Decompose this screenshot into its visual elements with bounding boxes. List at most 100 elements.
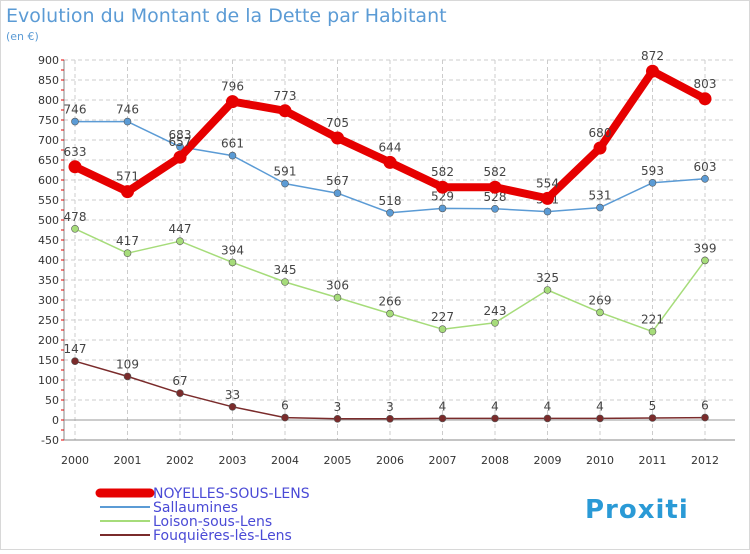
data-label: 478 xyxy=(64,210,87,224)
data-point xyxy=(438,414,447,423)
y-tick-label: 300 xyxy=(38,294,59,307)
data-label: 661 xyxy=(221,137,244,151)
x-tick-label: 2008 xyxy=(481,454,509,467)
data-point xyxy=(71,225,79,233)
data-label: 4 xyxy=(491,399,499,413)
y-tick-label: 350 xyxy=(38,274,59,287)
y-tick-label: 800 xyxy=(38,94,59,107)
data-label: 266 xyxy=(379,295,402,309)
data-label: 147 xyxy=(64,342,87,356)
data-label: 269 xyxy=(589,293,612,307)
data-point xyxy=(71,357,79,366)
data-label: 518 xyxy=(379,194,402,208)
data-point xyxy=(226,95,239,109)
axis-layer: -50 0 50 100 150 200 250 300 350 400 450 500 550 600 6… xyxy=(38,54,735,467)
data-point xyxy=(121,185,134,199)
data-label: 227 xyxy=(431,310,454,324)
data-point xyxy=(333,189,342,197)
data-point xyxy=(488,180,502,194)
data-label: 773 xyxy=(274,89,297,103)
data-point xyxy=(176,143,184,151)
data-point xyxy=(648,414,657,422)
x-tick-label: 2002 xyxy=(166,454,194,467)
data-label: 4 xyxy=(439,399,447,413)
data-point xyxy=(228,258,237,267)
data-point xyxy=(596,414,604,423)
data-label: 582 xyxy=(431,165,454,179)
data-label: 4 xyxy=(544,399,552,413)
data-point xyxy=(541,191,554,205)
legend-label: Loison-sous-Lens xyxy=(153,514,272,530)
x-tick-label: 2009 xyxy=(534,454,562,467)
data-point xyxy=(228,151,237,160)
data-point xyxy=(386,309,394,318)
legend: NOYELLES-SOUS-LENSSallauminesLoison-sous… xyxy=(95,486,310,544)
chart-title: Evolution du Montant de la Dette par Hab… xyxy=(6,5,447,27)
data-point xyxy=(68,160,82,174)
data-point xyxy=(386,209,394,217)
data-point xyxy=(491,318,499,327)
data-label: 6 xyxy=(281,399,289,413)
y-tick-label: 900 xyxy=(38,54,59,67)
data-point xyxy=(71,117,79,126)
data-label: 5 xyxy=(649,399,657,413)
data-point xyxy=(176,389,184,398)
y-tick-label: 0 xyxy=(52,414,59,427)
data-label: 67 xyxy=(172,374,187,388)
data-label: 582 xyxy=(484,165,507,179)
data-label: 705 xyxy=(326,116,349,130)
y-tick-label: 500 xyxy=(38,214,59,227)
data-point xyxy=(123,117,132,126)
data-point xyxy=(701,413,709,422)
y-tick-label: 250 xyxy=(38,314,59,327)
data-label: 746 xyxy=(64,103,87,117)
data-point xyxy=(491,205,499,213)
data-point xyxy=(228,402,237,411)
data-point xyxy=(331,131,344,145)
data-label: 4 xyxy=(596,399,604,413)
data-label: 803 xyxy=(694,77,717,91)
x-tick-label: 2007 xyxy=(429,454,457,467)
data-label: 3 xyxy=(334,400,342,414)
data-point xyxy=(491,414,499,423)
data-point xyxy=(278,104,292,118)
data-label: 221 xyxy=(641,313,664,327)
chart-subtitle: (en €) xyxy=(6,30,39,43)
data-label: 394 xyxy=(221,243,244,257)
data-label: 591 xyxy=(274,165,297,179)
data-label: 554 xyxy=(536,176,559,190)
data-label: 306 xyxy=(326,279,349,293)
data-label: 6 xyxy=(701,399,709,413)
data-point xyxy=(701,175,709,183)
data-label: 567 xyxy=(326,174,349,188)
data-label: 531 xyxy=(589,189,612,203)
data-label: 243 xyxy=(484,304,507,318)
data-label: 633 xyxy=(64,145,87,159)
data-point xyxy=(176,237,184,245)
x-tick-label: 2010 xyxy=(586,454,614,467)
data-point xyxy=(593,141,607,155)
data-point xyxy=(596,203,604,212)
data-point xyxy=(123,249,132,257)
data-point xyxy=(333,414,342,423)
data-point xyxy=(543,286,552,294)
x-tick-label: 2001 xyxy=(114,454,142,467)
grid-layer xyxy=(64,59,735,441)
data-point xyxy=(386,414,394,423)
y-tick-label: 550 xyxy=(38,194,59,207)
data-label: 3 xyxy=(386,400,394,414)
data-point xyxy=(698,92,712,106)
data-label: 746 xyxy=(116,103,139,117)
data-label: 417 xyxy=(116,234,139,248)
y-tick-label: 150 xyxy=(38,354,59,367)
data-label: 593 xyxy=(641,164,664,178)
x-tick-label: 2012 xyxy=(691,454,719,467)
data-point xyxy=(438,325,447,334)
data-point xyxy=(543,207,552,216)
data-label: 399 xyxy=(694,241,717,255)
proxiti-logo: Proxiti xyxy=(585,495,688,525)
